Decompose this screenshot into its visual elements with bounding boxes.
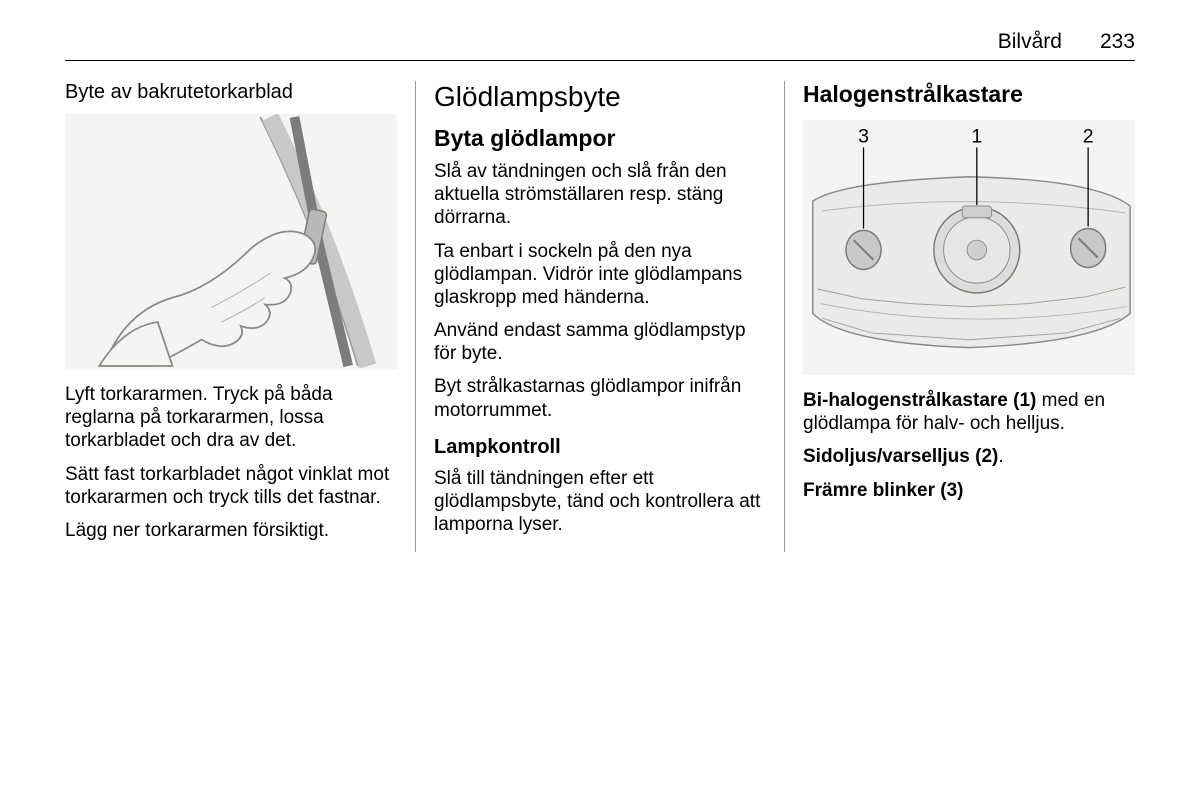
callout-2-label: 2 [1083, 126, 1094, 148]
col3-item-1: Bi-halogenstrålkastare (1) med en glödla… [803, 389, 1135, 435]
column-2: Glödlampsbyte Byta glödlampor Slå av tän… [415, 81, 784, 552]
col2-paragraph-5: Slå till tändningen efter ett glödlampsb… [434, 467, 766, 537]
callout-1-label: 1 [971, 126, 982, 148]
col3-item-2: Sidoljus/varselljus (2). [803, 445, 1135, 468]
col2-h1: Glödlampsbyte [434, 81, 766, 113]
wiper-blade-illustration [65, 114, 397, 369]
callout-3-label: 3 [858, 126, 869, 148]
col3-item-3: Främre blinker (3) [803, 479, 1135, 502]
col3-item-3-bold: Främre blinker (3) [803, 480, 964, 501]
col2-paragraph-2: Ta enbart i sockeln på den nya glödlampa… [434, 240, 766, 310]
col1-paragraph-1: Lyft torkararmen. Tryck på båda reglarna… [65, 383, 397, 453]
col2-h2: Byta glödlampor [434, 125, 766, 152]
col1-heading: Byte av bakrutetorkarblad [65, 81, 397, 104]
col1-paragraph-2: Sätt fast torkarbladet något vinklat mot… [65, 463, 397, 509]
headlamp-illustration: 3 1 2 [803, 120, 1135, 375]
col2-paragraph-3: Använd endast samma glödlampstyp för byt… [434, 319, 766, 365]
page-container: Bilvård 233 Byte av bakrutetorkarblad [0, 0, 1200, 582]
column-1: Byte av bakrutetorkarblad [65, 81, 415, 552]
col1-paragraph-3: Lägg ner torkararmen försiktigt. [65, 519, 397, 542]
col2-paragraph-4: Byt strålkastarnas glödlampor inifrån mo… [434, 375, 766, 421]
col3-h2: Halogenstrålkastare [803, 81, 1135, 108]
header-section-title: Bilvård [998, 30, 1062, 54]
header-page-number: 233 [1100, 30, 1135, 54]
col2-h3: Lampkontroll [434, 436, 766, 459]
col2-paragraph-1: Slå av tändningen och slå från den aktue… [434, 160, 766, 230]
col3-item-2-bold: Sidoljus/varselljus (2) [803, 446, 998, 467]
column-3: Halogenstrålkastare [784, 81, 1135, 552]
content-columns: Byte av bakrutetorkarblad [65, 81, 1135, 552]
col3-item-2-rest: . [998, 446, 1003, 467]
wiper-blade-svg [65, 114, 397, 369]
page-header: Bilvård 233 [65, 30, 1135, 61]
headlamp-svg: 3 1 2 [803, 120, 1135, 375]
col3-item-1-bold: Bi-halogenstrålkastare (1) [803, 390, 1036, 411]
